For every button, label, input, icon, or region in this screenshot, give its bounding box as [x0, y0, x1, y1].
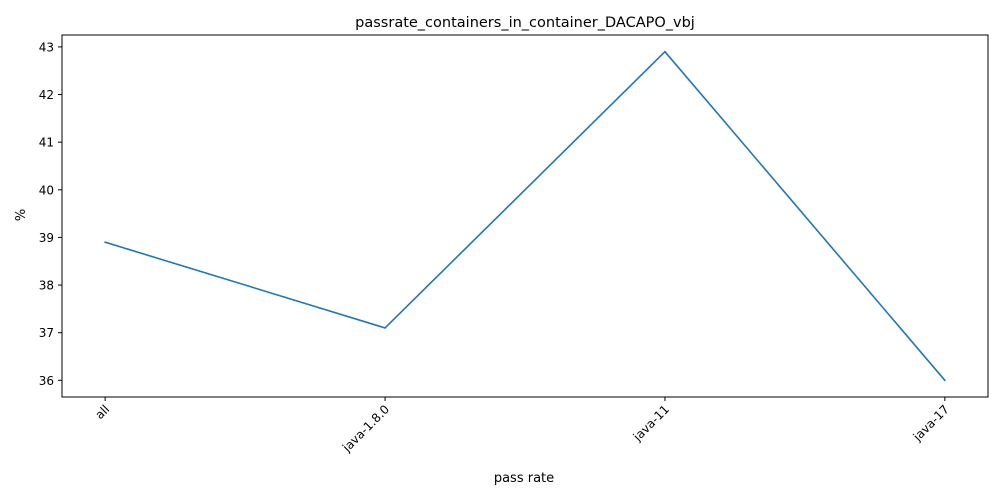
x-tick-label: all: [92, 402, 112, 422]
x-tick-label: java-17: [910, 402, 952, 444]
axes-frame: [61, 34, 989, 398]
x-axis-label: pass rate: [494, 471, 554, 486]
data-point: [944, 379, 946, 382]
y-tick-label: 40: [39, 183, 54, 197]
data-point: [664, 50, 666, 53]
y-tick-label: 36: [39, 374, 54, 388]
y-tick-label: 41: [39, 136, 54, 150]
series-line: [104, 50, 946, 382]
data-point: [104, 241, 106, 243]
x-tick-label: java-11: [630, 402, 672, 444]
chart-title: passrate_containers_in_container_DACAPO_…: [355, 15, 695, 31]
y-tick-label: 37: [39, 326, 54, 340]
y-axis-label: %: [14, 209, 29, 221]
data-point: [384, 327, 386, 329]
y-tick-label: 42: [39, 88, 54, 102]
y-tick-label: 39: [39, 231, 54, 245]
x-tick-label: java-1.8.0: [339, 402, 392, 455]
y-tick-label: 43: [39, 40, 54, 54]
plot-area: 36 37 38 39 40 41 42 43 all java-1.8.0 java-11 java…: [39, 34, 989, 455]
y-tick-label: 38: [39, 279, 54, 293]
